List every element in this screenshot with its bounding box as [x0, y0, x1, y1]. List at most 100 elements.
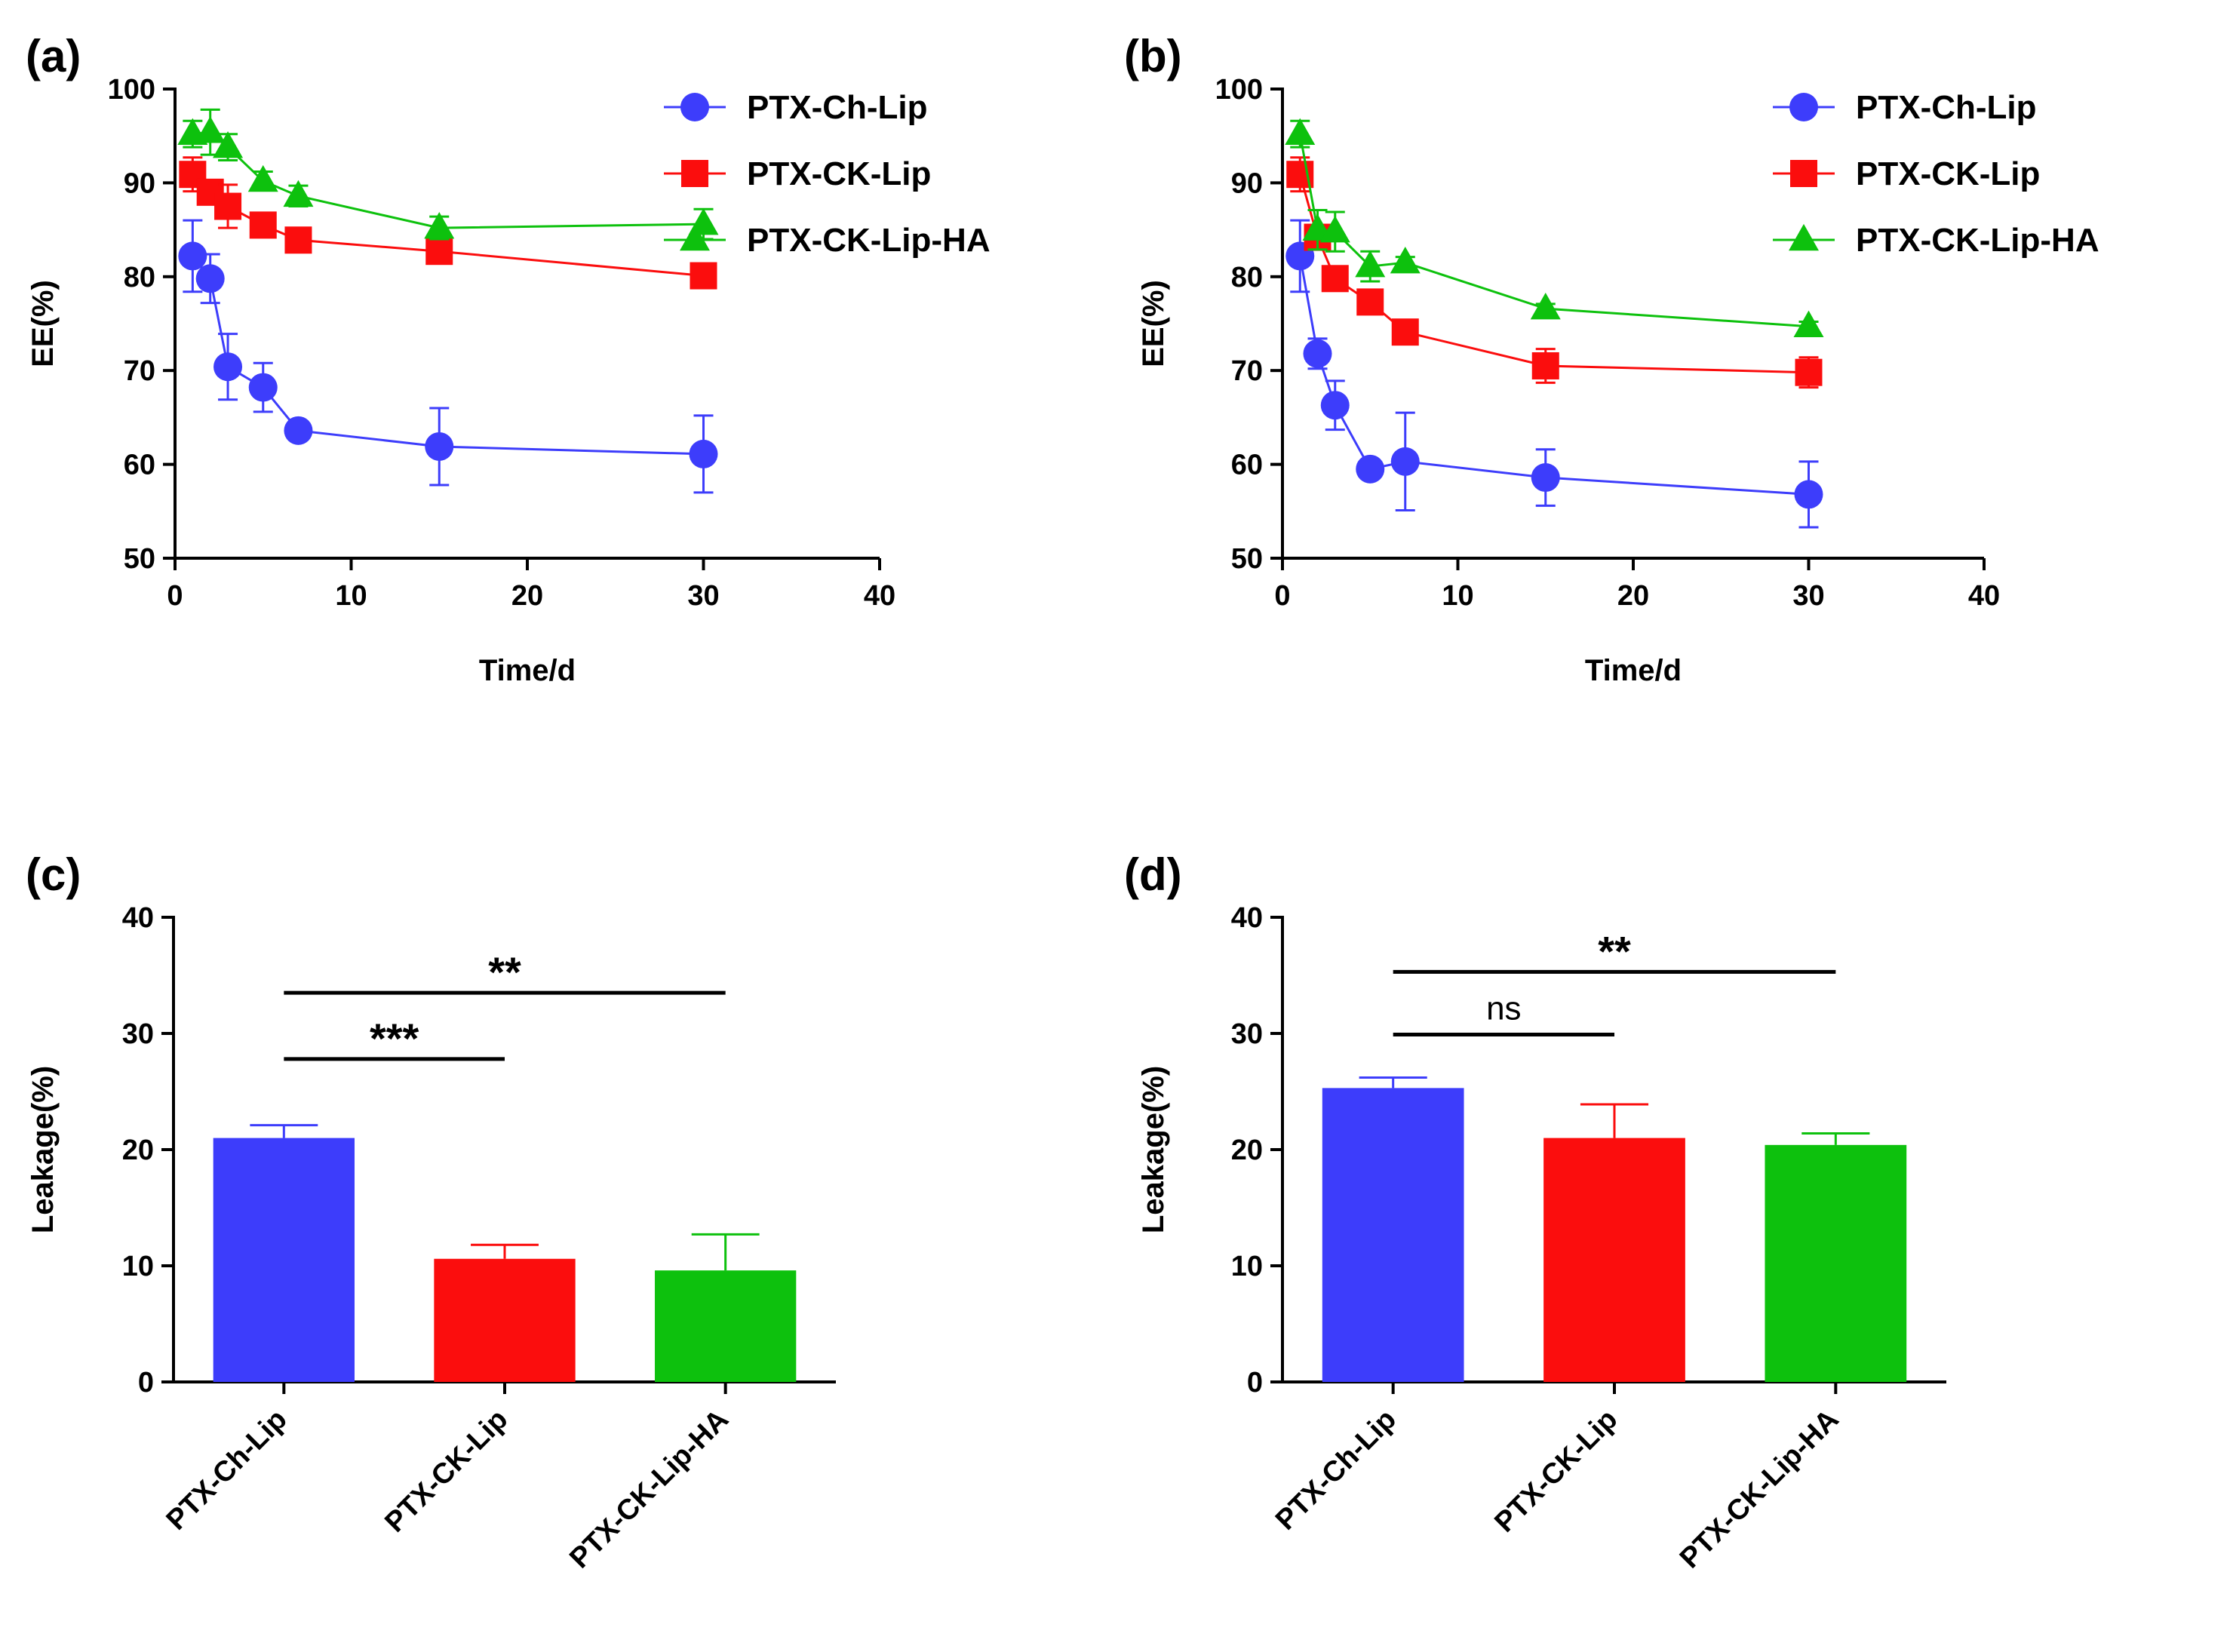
- data-point: [283, 180, 314, 207]
- y-tick-label: 20: [122, 1135, 154, 1166]
- series-line: [192, 255, 704, 456]
- legend-label: PTX-CK-Lip: [747, 155, 931, 192]
- x-axis-label: Time/d: [479, 654, 576, 687]
- x-tick-label: 40: [864, 580, 895, 612]
- data-point: [1320, 391, 1350, 420]
- data-point: [213, 352, 243, 382]
- data-point: [249, 211, 277, 239]
- data-point: [1390, 447, 1420, 476]
- x-tick-label: 0: [167, 580, 183, 612]
- legend-label: PTX-Ch-Lip: [747, 89, 928, 126]
- y-tick-label: 50: [1231, 543, 1263, 575]
- significance-label: ***: [370, 1015, 419, 1062]
- data-point: [1794, 480, 1823, 509]
- panel-label: (c): [26, 849, 81, 900]
- data-point: [1531, 352, 1559, 379]
- series-ptx-ch-lip: [178, 219, 718, 494]
- x-tick-label: 40: [1968, 580, 2000, 612]
- data-point: [284, 416, 313, 445]
- y-tick-label: 30: [122, 1018, 154, 1050]
- y-tick-label: 30: [1231, 1018, 1263, 1050]
- bar: [1765, 1144, 1907, 1382]
- data-point: [1390, 247, 1421, 274]
- significance-label: **: [488, 948, 521, 996]
- data-point: [1355, 250, 1386, 278]
- panel-label: (b): [1124, 31, 1182, 81]
- panel-label: (d): [1124, 849, 1182, 900]
- y-tick-label: 10: [1231, 1251, 1263, 1282]
- x-tick-label: PTX-Ch-Lip: [1270, 1404, 1402, 1537]
- y-tick-label: 90: [124, 167, 155, 199]
- legend-label: PTX-CK-Lip: [1856, 155, 2040, 192]
- significance-label: ns: [1486, 990, 1521, 1027]
- data-point: [1531, 463, 1560, 493]
- y-tick-label: 60: [1231, 450, 1263, 481]
- data-point: [424, 212, 455, 239]
- x-tick-label: 30: [687, 580, 719, 612]
- data-point: [1530, 293, 1561, 320]
- legend-marker: [1789, 93, 1818, 121]
- bar: [1322, 1088, 1464, 1382]
- data-point: [1793, 310, 1824, 338]
- y-tick-label: 90: [1231, 167, 1263, 199]
- data-point: [690, 262, 717, 290]
- data-point: [1795, 358, 1823, 386]
- x-tick-label: 0: [1274, 580, 1290, 612]
- x-tick-label: 10: [1442, 580, 1473, 612]
- data-point: [213, 131, 244, 158]
- series-ptx-ck-lip-ha: [1285, 118, 1824, 338]
- y-tick-label: 20: [1231, 1135, 1263, 1166]
- x-tick-label: PTX-CK-Lip-HA: [564, 1404, 735, 1575]
- data-point: [247, 164, 278, 192]
- y-tick-label: 40: [122, 902, 154, 934]
- y-tick-label: 0: [138, 1367, 154, 1399]
- legend-marker: [680, 223, 710, 251]
- series-ptx-ck-lip: [179, 156, 717, 290]
- legend-marker: [680, 93, 709, 121]
- bar: [655, 1270, 797, 1382]
- data-point: [1303, 339, 1332, 368]
- x-tick-label: 10: [335, 580, 367, 612]
- legend-marker: [1790, 160, 1817, 187]
- y-tick-label: 10: [122, 1251, 154, 1282]
- data-point: [425, 238, 453, 266]
- data-point: [425, 431, 454, 461]
- x-tick-label: 20: [511, 580, 543, 612]
- data-point: [195, 264, 225, 293]
- data-point: [1285, 118, 1316, 145]
- x-tick-label: 20: [1617, 580, 1649, 612]
- y-tick-label: 100: [1215, 74, 1263, 106]
- bar: [1543, 1138, 1685, 1382]
- legend-marker: [1789, 223, 1819, 251]
- legend-label: PTX-Ch-Lip: [1856, 89, 2037, 126]
- x-tick-label: PTX-CK-Lip-HA: [1674, 1404, 1845, 1575]
- y-tick-label: 40: [1231, 902, 1263, 934]
- x-tick-label: 30: [1792, 580, 1824, 612]
- x-tick-label: PTX-Ch-Lip: [161, 1404, 293, 1537]
- series-ptx-ch-lip: [1285, 219, 1823, 529]
- x-axis-label: Time/d: [1585, 654, 1682, 687]
- bar: [434, 1258, 576, 1382]
- y-tick-label: 80: [124, 262, 155, 293]
- legend-label: PTX-CK-Lip-HA: [747, 222, 991, 259]
- data-point: [1319, 216, 1350, 243]
- legend-marker: [681, 160, 708, 187]
- y-tick-label: 0: [1247, 1367, 1263, 1399]
- data-point: [1356, 288, 1384, 316]
- data-point: [284, 226, 312, 254]
- x-tick-label: PTX-CK-Lip: [1488, 1404, 1623, 1539]
- y-tick-label: 70: [1231, 355, 1263, 387]
- data-point: [214, 192, 242, 220]
- chart-panel-a: (a) 50 60 70 80 90 100 EE(%) 0 10 20 30 40 Time/d PTX-…: [26, 31, 991, 687]
- bar: [213, 1138, 355, 1382]
- y-tick-label: 60: [124, 450, 155, 481]
- y-tick-label: 80: [1231, 262, 1263, 293]
- data-point: [195, 116, 226, 143]
- data-point: [178, 241, 207, 271]
- legend-label: PTX-CK-Lip-HA: [1856, 222, 2099, 259]
- y-axis-label: EE(%): [1137, 280, 1170, 367]
- chart-panel-d: (d) 0 10 20 30 40 Leakage(%) PTX-Ch-Lip PTX-CK-L…: [1124, 849, 1946, 1574]
- y-tick-label: 50: [124, 543, 155, 575]
- y-axis-label: EE(%): [26, 280, 60, 367]
